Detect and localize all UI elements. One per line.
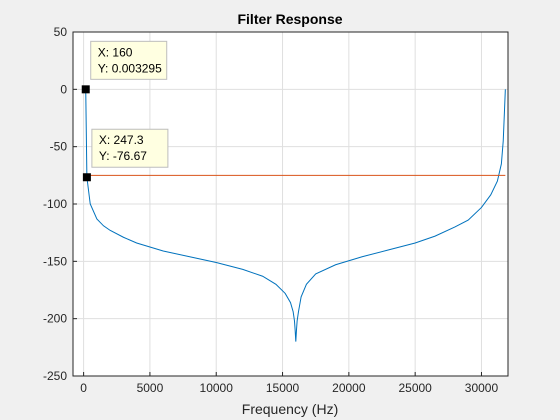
x-tick-label: 30000 xyxy=(465,381,499,395)
x-axis-ticks: 0 5000 10000 15000 20000 25000 30000 xyxy=(80,372,498,395)
x-tick-label: 20000 xyxy=(332,381,366,395)
datatip-x-label: X: 160 xyxy=(98,45,133,59)
series-group xyxy=(83,88,506,342)
datatip-marker[interactable] xyxy=(82,173,91,182)
y-axis-ticks: 50 0 -50 -100 -150 -200 -250 xyxy=(43,25,77,383)
x-tick-label: 5000 xyxy=(137,381,164,395)
datatips: X: 160 Y: 0.003295 X: 247.3 Y: -76.67 xyxy=(81,40,169,182)
datatip-x-label: X: 247.3 xyxy=(99,133,144,147)
datatip-marker[interactable] xyxy=(81,85,90,94)
y-tick-label: -200 xyxy=(43,312,67,326)
y-tick-label: -100 xyxy=(43,197,67,211)
x-tick-label: 10000 xyxy=(200,381,234,395)
series-line-0 xyxy=(83,88,506,342)
datatip-y-label: Y: -76.67 xyxy=(99,149,147,163)
chart-title: Filter Response xyxy=(237,11,342,27)
y-tick-label: -150 xyxy=(43,254,67,268)
datatip-box xyxy=(90,40,168,80)
datatip-y-label: Y: 0.003295 xyxy=(98,61,162,75)
x-axis-label: Frequency (Hz) xyxy=(242,401,338,417)
x-tick-label: 15000 xyxy=(266,381,300,395)
datatip-box xyxy=(91,128,169,168)
y-tick-label: -50 xyxy=(50,140,68,154)
y-tick-label: -250 xyxy=(43,369,67,383)
x-tick-label: 0 xyxy=(80,381,87,395)
y-tick-label: 50 xyxy=(54,25,68,39)
x-tick-label: 25000 xyxy=(398,381,432,395)
y-tick-label: 0 xyxy=(60,82,67,96)
